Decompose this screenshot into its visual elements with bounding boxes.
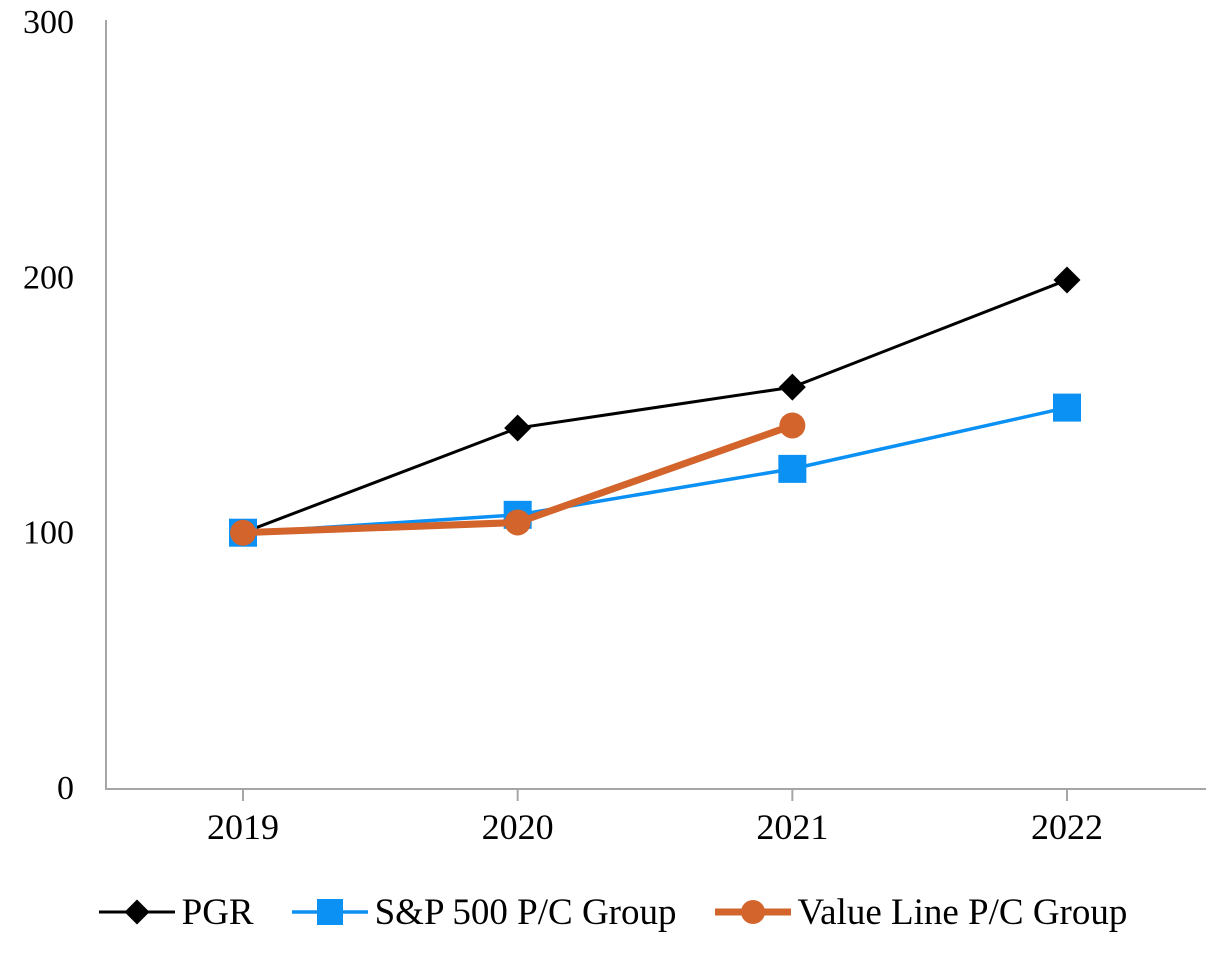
legend-item-s-p-500-p-c-group: S&P 500 P/C Group <box>291 890 677 934</box>
chart-legend: PGR S&P 500 P/C Group Value Line P/C Group <box>0 882 1226 942</box>
marker-circle-value-line-p-c-group <box>740 900 765 924</box>
legend-label-pgr: PGR <box>181 891 254 933</box>
legend-circle-marker-icon <box>714 900 791 924</box>
marker-square-s-p-500-p-c-group <box>1053 393 1082 422</box>
x-tick-label-2020: 2020 <box>482 807 554 847</box>
marker-diamond-pgr <box>124 899 150 925</box>
marker-circle-value-line-p-c-group <box>779 412 806 439</box>
marker-diamond-pgr <box>778 373 806 401</box>
marker-square-s-p-500-p-c-group <box>778 454 807 483</box>
legend-square-marker-icon <box>291 899 368 925</box>
y-tick-label-100: 100 <box>23 515 74 552</box>
cumulative-return-line-chart: 0 100 200 300 2019 2020 2021 2022 <box>23 4 1206 847</box>
legend-label-value-line-p-c-group: Value Line P/C Group <box>797 891 1128 933</box>
y-tick-label-300: 300 <box>23 4 74 41</box>
y-tick-label-0: 0 <box>57 770 74 807</box>
x-tick-label-2019: 2019 <box>207 807 279 847</box>
legend-item-value-line-p-c-group: Value Line P/C Group <box>714 890 1128 934</box>
legend-diamond-marker-icon <box>98 899 175 925</box>
x-tick-label-2022: 2022 <box>1031 807 1103 847</box>
marker-circle-value-line-p-c-group <box>504 509 531 536</box>
marker-circle-value-line-p-c-group <box>230 519 256 546</box>
series-line-pgr <box>242 278 1068 535</box>
legend-label-s-p-500-p-c-group: S&P 500 P/C Group <box>374 891 677 933</box>
legend-item-pgr: PGR <box>98 890 254 934</box>
marker-diamond-pgr <box>1053 266 1081 294</box>
marker-square-s-p-500-p-c-group <box>316 899 343 925</box>
x-tick-label-2021: 2021 <box>756 807 828 847</box>
marker-diamond-pgr <box>504 414 532 442</box>
series-line-s-p-500-p-c-group <box>242 405 1068 535</box>
y-tick-label-200: 200 <box>23 259 74 296</box>
